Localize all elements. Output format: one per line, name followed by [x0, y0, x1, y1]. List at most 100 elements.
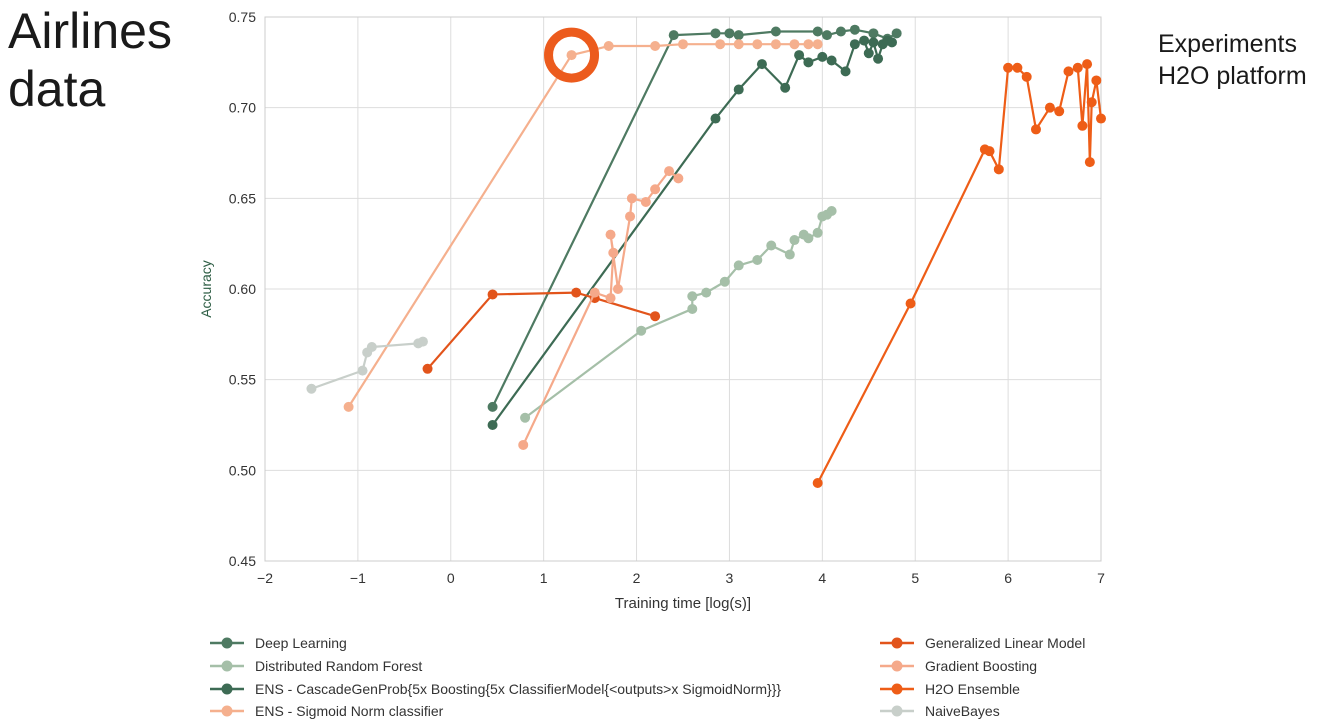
legend-swatch-dot: [891, 660, 903, 672]
legend-swatch-dot: [221, 637, 233, 649]
data-point: [687, 303, 698, 314]
data-point: [417, 336, 428, 347]
series-3: [343, 39, 823, 412]
data-point: [766, 240, 777, 251]
data-point: [849, 39, 860, 50]
data-point: [520, 412, 531, 423]
data-point: [1072, 62, 1083, 73]
highlight-ring: [544, 27, 600, 83]
x-tick-label: −1: [350, 570, 366, 586]
data-point: [664, 166, 675, 177]
data-point: [733, 84, 744, 95]
legend-swatch-dot: [891, 637, 903, 649]
data-point: [1003, 62, 1014, 73]
data-point: [608, 247, 619, 258]
data-point: [673, 173, 684, 184]
data-point: [752, 254, 763, 265]
legend-item: H2O Ensemble: [880, 681, 1020, 697]
data-point: [812, 26, 823, 37]
data-point: [343, 401, 354, 412]
legend-swatch-dot: [891, 705, 903, 717]
data-point: [678, 39, 688, 50]
legend-label: H2O Ensemble: [925, 681, 1020, 697]
data-point: [840, 66, 851, 77]
data-point: [817, 51, 828, 62]
data-point: [859, 35, 870, 46]
data-point: [589, 287, 600, 298]
legend: Deep Learning Distributed Random Forest EN…: [210, 635, 1085, 719]
data-point: [1082, 59, 1093, 70]
slide-title: Airlines data: [8, 2, 172, 118]
data-point: [650, 184, 661, 195]
legend-label: Deep Learning: [255, 635, 347, 651]
series-4: [422, 287, 661, 374]
series-2: [487, 35, 897, 430]
legend-item: Gradient Boosting: [880, 658, 1037, 674]
data-point: [650, 311, 661, 322]
data-point: [789, 235, 800, 246]
data-point: [821, 30, 832, 41]
data-point: [571, 287, 582, 298]
data-point: [487, 289, 498, 300]
x-tick-label: 0: [447, 570, 455, 586]
legend-item: ENS - CascadeGenProb{5x Boosting{5x Clas…: [210, 681, 781, 697]
y-tick-label: 0.50: [229, 462, 256, 478]
data-point: [1077, 120, 1088, 131]
data-point: [752, 39, 763, 50]
data-point: [1086, 97, 1097, 108]
x-tick-label: 3: [726, 570, 734, 586]
legend-label: ENS - CascadeGenProb{5x Boosting{5x Clas…: [255, 681, 781, 697]
y-tick-label: 0.70: [229, 100, 256, 116]
data-point: [873, 53, 884, 64]
chart-grid: [264, 16, 1102, 562]
series-line: [491, 39, 893, 426]
x-tick-label: 4: [818, 570, 826, 586]
series-5: [518, 166, 684, 450]
series-line: [522, 170, 680, 446]
data-point: [803, 233, 814, 244]
data-point: [640, 196, 651, 207]
x-tick-labels: −2 −1 0 1 2 3 4 5 6 7: [257, 570, 1105, 586]
x-tick-label: 7: [1097, 570, 1105, 586]
legend-item: NaiveBayes: [880, 703, 1000, 719]
legend-swatch-dot: [221, 660, 233, 672]
data-point: [1030, 124, 1041, 135]
data-point: [812, 227, 823, 238]
legend-label: ENS - Sigmoid Norm classifier: [255, 703, 444, 719]
data-point: [1044, 102, 1055, 113]
data-point: [1084, 157, 1095, 168]
data-point: [715, 39, 726, 50]
series-line: [816, 63, 1103, 484]
data-point: [789, 39, 800, 50]
legend-label: Distributed Random Forest: [255, 658, 422, 674]
data-point: [1021, 71, 1032, 82]
plot-frame: [264, 16, 1102, 562]
y-tick-label: 0.65: [229, 190, 256, 206]
x-tick-label: 6: [1004, 570, 1012, 586]
x-tick-label: 2: [633, 570, 641, 586]
data-point: [687, 291, 698, 302]
data-point: [812, 478, 823, 489]
data-point: [650, 41, 661, 52]
data-point: [668, 30, 679, 41]
data-point: [868, 28, 879, 39]
data-point: [636, 325, 647, 336]
data-point: [605, 293, 616, 304]
data-point: [733, 39, 744, 50]
data-point: [603, 41, 614, 52]
data-point: [487, 420, 498, 430]
data-point: [756, 59, 767, 70]
series-7: [306, 336, 428, 394]
data-point: [803, 57, 814, 68]
legend-item: ENS - Sigmoid Norm classifier: [210, 703, 444, 719]
data-point: [612, 284, 623, 294]
data-point: [724, 28, 735, 39]
legend-swatch-dot: [221, 705, 233, 717]
x-axis-label: Training time [log(s)]: [615, 595, 751, 612]
data-point: [905, 298, 916, 309]
data-point: [849, 24, 860, 35]
legend-item: Distributed Random Forest: [210, 658, 422, 674]
data-point: [733, 30, 744, 41]
series-0: [487, 24, 902, 412]
legend-swatch-dot: [221, 683, 233, 695]
